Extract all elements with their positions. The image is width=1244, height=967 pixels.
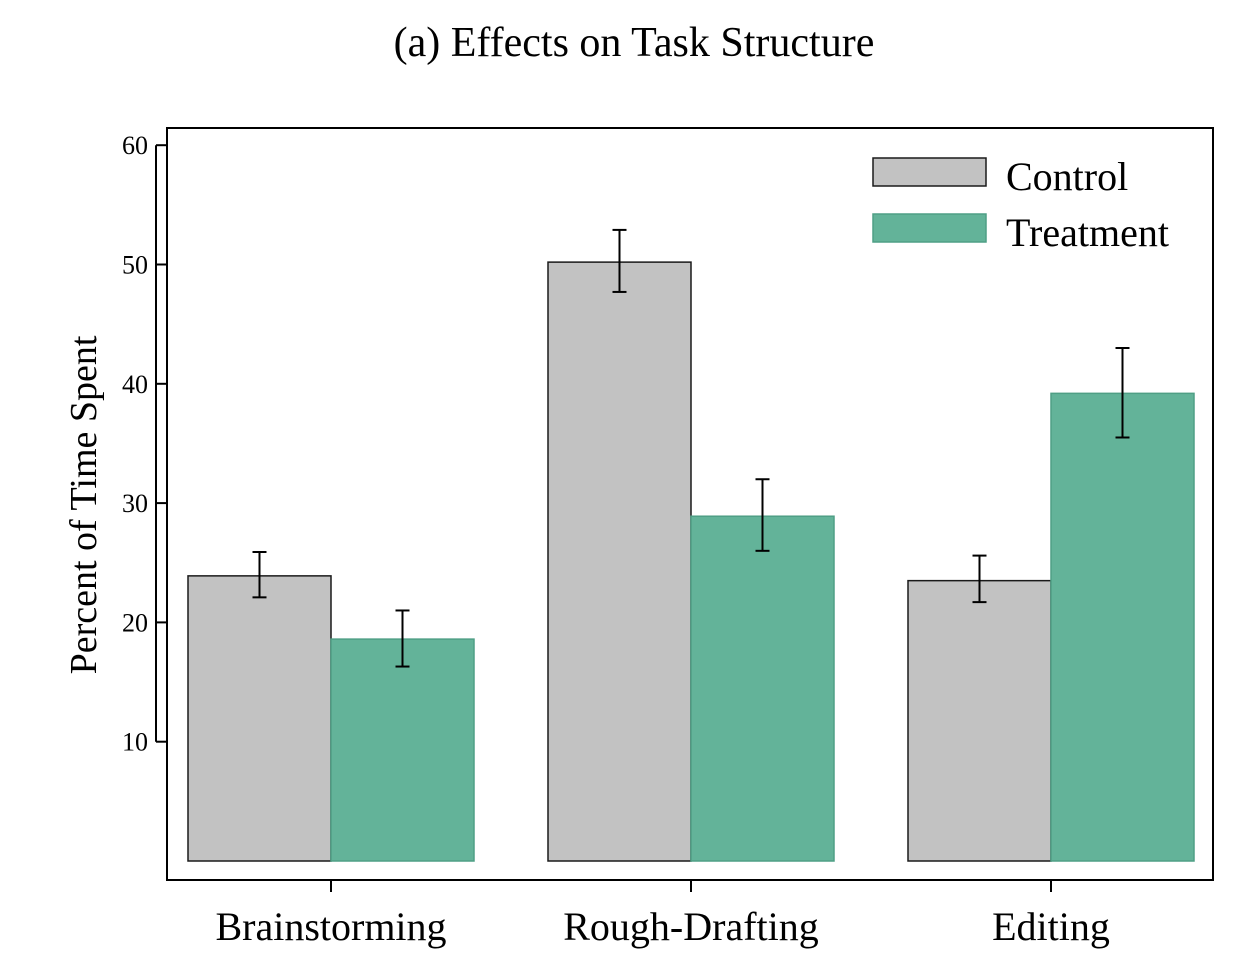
legend: Control Treatment xyxy=(872,154,1169,255)
bar-control-brainstorming xyxy=(187,575,332,862)
error-bars-group xyxy=(252,228,1130,668)
y-tick-label: 60 xyxy=(122,131,148,160)
bar-treatment-editing xyxy=(1050,392,1195,862)
legend-label-control: Control xyxy=(1006,154,1128,199)
error-bar-treatment-brainstorming xyxy=(395,609,410,668)
error-bar-control-editing xyxy=(972,554,987,604)
bar-treatment-rough-drafting xyxy=(690,515,835,862)
error-bar-treatment-rough-drafting xyxy=(755,478,770,552)
y-tick-label: 40 xyxy=(122,370,148,399)
bar-treatment-brainstorming xyxy=(330,638,475,862)
legend-swatch-treatment xyxy=(872,213,987,243)
y-tick-label: 30 xyxy=(122,489,148,518)
y-tick-label: 10 xyxy=(122,728,148,757)
error-bar-control-brainstorming xyxy=(252,551,267,599)
legend-swatch-control xyxy=(872,157,987,187)
x-tick-label: Editing xyxy=(992,904,1110,949)
bars-group xyxy=(187,261,1195,862)
bar-control-editing xyxy=(907,579,1052,862)
error-bar-treatment-editing xyxy=(1115,347,1130,439)
y-tick-label: 50 xyxy=(122,251,148,280)
error-bar-control-rough-drafting xyxy=(612,228,627,293)
y-tick-label: 20 xyxy=(122,608,148,637)
bar-control-rough-drafting xyxy=(547,261,692,862)
y-axis: 10 20 30 40 50 60 xyxy=(122,131,167,757)
x-tick-label: Brainstorming xyxy=(215,904,446,949)
x-axis: Brainstorming Rough-Drafting Editing xyxy=(215,880,1110,949)
y-axis-label: Percent of Time Spent xyxy=(63,335,105,674)
legend-label-treatment: Treatment xyxy=(1006,210,1169,255)
x-tick-label: Rough-Drafting xyxy=(563,904,819,949)
chart-title: (a) Effects on Task Structure xyxy=(394,20,875,66)
